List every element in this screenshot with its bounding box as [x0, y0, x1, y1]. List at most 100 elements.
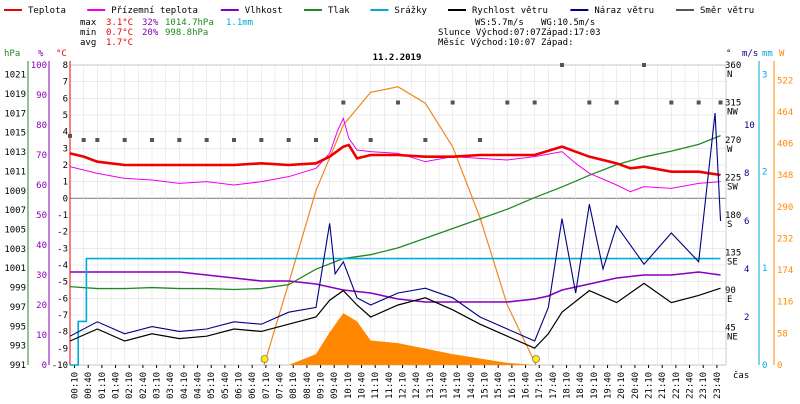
plot-grid [69, 64, 727, 366]
tick-wm: 58 [777, 329, 788, 339]
tick-hpa: 1009 [4, 187, 26, 197]
stat-max-press: 1014.7hPa [165, 18, 214, 28]
tick-time-group: 20:40 [631, 372, 641, 399]
stat-label: max [80, 18, 97, 28]
tick-time: 04:10 [180, 372, 190, 399]
tick-deg: 90 [725, 286, 736, 296]
tick-time: 04:40 [194, 372, 204, 399]
tick-temp: -1 [57, 211, 68, 221]
tick-wm: 0 [777, 361, 782, 371]
tick-time-group: 23:40 [713, 372, 723, 399]
right-axes: ° m/s mm W360N315NW270W225SW180S135SE90E45N… [725, 49, 793, 371]
tick-pct: 0 [42, 361, 47, 371]
tick-temp: 4 [63, 128, 68, 138]
series-line-n-raz-v-tru [69, 112, 722, 342]
tick-time: 13:40 [440, 372, 450, 399]
series-point-smer-vetru [450, 100, 455, 105]
legend-label: Vlhkost [245, 6, 283, 16]
tick-hpa: 997 [10, 303, 26, 313]
tick-wm: 406 [777, 140, 793, 150]
tick-time: 01:10 [98, 372, 108, 399]
tick-time-group: 14:40 [467, 372, 477, 399]
tick-time: 10:40 [358, 372, 368, 399]
tick-pct: 50 [36, 211, 47, 221]
tick-time-group: 18:10 [563, 372, 573, 399]
tick-time-group: 21:40 [658, 372, 668, 399]
tick-dir: W [727, 145, 733, 155]
series-point-smer-vetru [669, 100, 674, 105]
tick-hpa: 1003 [4, 245, 26, 255]
tick-deg: 135 [725, 249, 741, 259]
tick-time: 08:40 [303, 372, 313, 399]
tick-time: 18:40 [576, 372, 586, 399]
tick-dir: NW [727, 108, 738, 118]
tick-mm: 1 [762, 264, 767, 274]
tick-time: 00:10 [71, 372, 81, 399]
tick-time: 19:40 [604, 372, 614, 399]
legend-label: Srážky [394, 6, 427, 16]
tick-temp: 5 [63, 111, 68, 121]
legend-label: Směr větru [700, 6, 754, 16]
tick-time-group: 17:40 [549, 372, 559, 399]
tick-ms: 2 [744, 313, 749, 323]
stat-max-rain: 1.1mm [226, 18, 253, 28]
tick-pct: 60 [36, 181, 47, 191]
tick-ms: 10 [744, 121, 755, 131]
tick-ms: 6 [744, 217, 749, 227]
tick-time: 20:10 [617, 372, 627, 399]
tick-time-group: 11:40 [385, 372, 395, 399]
sun-marker [260, 355, 269, 363]
series-line-slune-n-z-en- [263, 86, 537, 366]
tick-time-group: 07:40 [276, 372, 286, 399]
legend-label: Teplota [28, 6, 66, 16]
tick-time-group: 15:10 [481, 372, 491, 399]
tick-mm: 2 [762, 167, 767, 177]
series-point-smer-vetru [368, 138, 373, 142]
series-point-smer-vetru [314, 138, 318, 142]
series-point-smer-vetru [95, 138, 100, 142]
tick-temp: -8 [57, 328, 68, 338]
tick-pct: 40 [36, 241, 47, 251]
series-point-smer-vetru [150, 138, 154, 142]
tick-time-group: 20:10 [617, 372, 627, 399]
stat-wg: WG:10.5m/s [541, 18, 595, 28]
stat-label: avg [80, 38, 96, 48]
tick-time-group: 12:40 [412, 372, 422, 399]
stat-min-temp: 0.7°C [106, 28, 133, 38]
tick-temp: -4 [57, 261, 68, 271]
tick-hpa: 1013 [4, 148, 26, 158]
tick-time-group: 06:40 [248, 372, 258, 399]
tick-deg: 180 [725, 211, 741, 221]
tick-hpa: 995 [10, 322, 26, 332]
tick-temp: 1 [63, 178, 68, 188]
stat-sun-set: Západ:17:03 [541, 28, 601, 38]
tick-time: 02:10 [125, 372, 135, 399]
tick-time-group: 19:40 [604, 372, 614, 399]
series-line-rychlost-v-tru [69, 282, 721, 349]
tick-time-group: 03:10 [153, 372, 163, 399]
tick-time: 09:10 [317, 372, 327, 399]
tick-time: 07:40 [276, 372, 286, 399]
series-point-smer-vetru [68, 133, 72, 138]
tick-time-group: 01:10 [98, 372, 108, 399]
tick-time: 21:10 [645, 372, 655, 399]
tick-temp: 3 [63, 144, 68, 154]
tick-time: 05:40 [221, 372, 231, 399]
legend-label: Přízemní teplota [111, 6, 198, 16]
tick-time-group: 04:10 [180, 372, 190, 399]
tick-dir: SE [727, 258, 738, 268]
tick-hpa: 1001 [4, 264, 26, 274]
tick-ms: 4 [744, 265, 749, 275]
tick-time-group: 21:10 [645, 372, 655, 399]
tick-pct: 70 [36, 151, 47, 161]
tick-hpa: 1019 [4, 90, 26, 100]
tick-time: 00:40 [84, 372, 94, 399]
series-point-smer-vetru [642, 63, 646, 67]
tick-time: 03:40 [166, 372, 176, 399]
tick-hpa: 1005 [4, 226, 26, 236]
axis-unit-hpa: hPa [4, 49, 20, 59]
tick-pct: 20 [36, 301, 47, 311]
legend: Teplota Přízemní teplota Vlhkost Tlak Srážky… [4, 6, 754, 16]
tick-time-group: 01:40 [112, 372, 122, 399]
